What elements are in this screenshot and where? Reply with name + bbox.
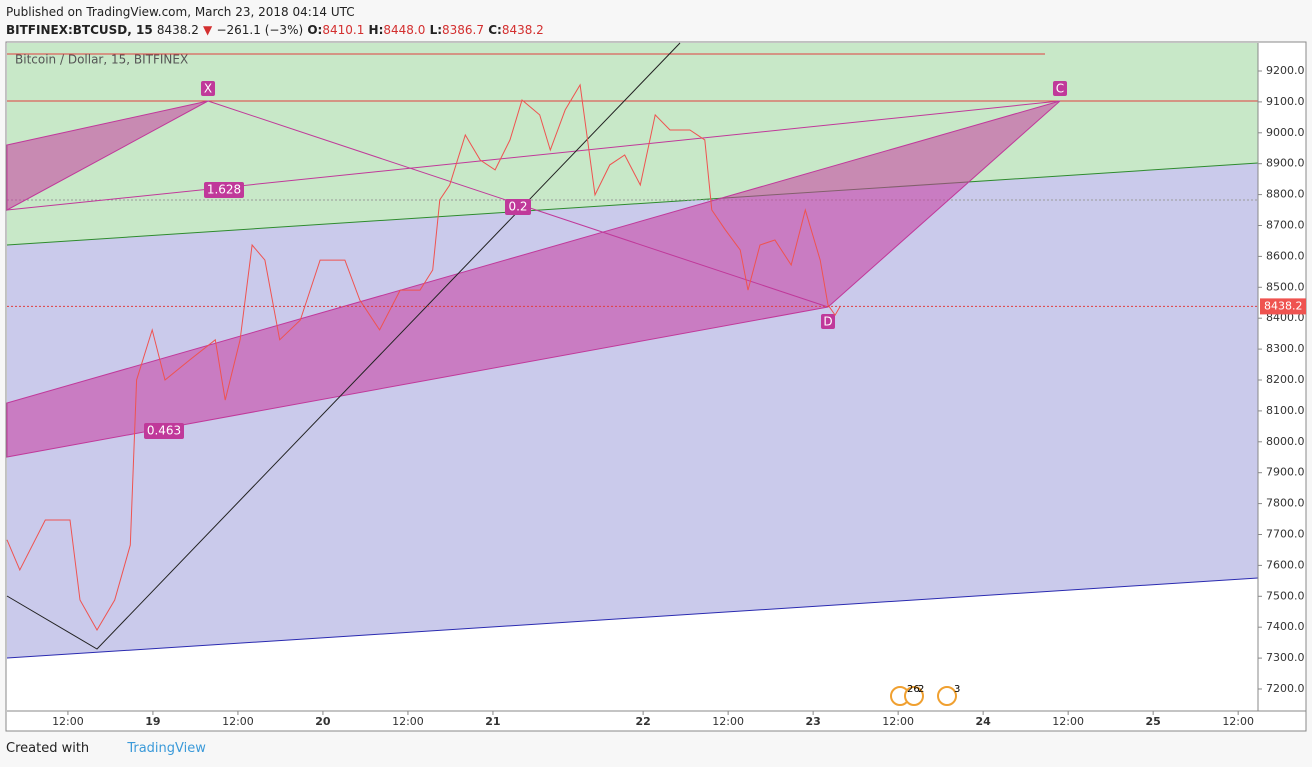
low: 8386.7 [442,23,485,37]
y-tick-label: 7400.0 [1266,620,1305,633]
x-tick-label: 24 [975,715,991,728]
label-text: D [823,315,832,329]
x-tick-label: 12:00 [1052,715,1084,728]
y-tick-label: 9100.0 [1266,95,1305,108]
x-tick-label: 20 [315,715,331,728]
arrow: ▼ [203,23,213,37]
pattern-leg [6,100,1061,211]
event-count: 2 [918,684,924,695]
high-label: H: [368,23,384,37]
zone-green [7,43,1258,245]
y-tick-label: 7600.0 [1266,558,1305,571]
y-tick-label: 9000.0 [1266,126,1305,139]
y-tick-label: 8300.0 [1266,342,1305,355]
event-count: 3 [954,684,960,695]
close: 8438.2 [501,23,544,37]
y-tick-label: 7700.0 [1266,527,1305,540]
low-label: L: [429,23,443,37]
channel-bottom [6,577,1259,659]
label-fib: 0.2 [505,199,531,215]
pattern-xab [6,100,209,211]
chart: Bitcoin / Dollar, 15, BITFINEX X C D 1.6… [5,41,1307,732]
y-tick-label: 8600.0 [1266,249,1305,262]
label-fib: 1.628 [204,182,244,198]
price: 8438.2 [156,23,199,37]
x-tick-label: 12:00 [392,715,424,728]
x-tick-label: 21 [485,715,500,728]
x-tick-label: 25 [1146,715,1161,728]
trend-line [6,42,681,650]
created: Created with [6,741,90,756]
y-tick-label: 8800.0 [1266,188,1305,201]
open: 8410.1 [322,23,365,37]
label-text: 0.463 [147,424,181,438]
label-text: X [204,82,212,96]
x-tick-label: 12:00 [52,715,84,728]
y-tick-label: 7800.0 [1266,497,1305,510]
change: −261.1 (−3%) [216,23,304,37]
symbol: BITFINEX:BTCUSD, 15 [6,23,153,37]
open-label: O: [307,23,323,37]
channel-top [6,162,1259,246]
y-tick-label: 8000.0 [1266,435,1305,448]
y-tick-label: 8900.0 [1266,157,1305,170]
x-tick-label: 12:00 [1222,715,1254,728]
zone-blue [7,163,1258,658]
last-price-label: 8438.2 [1264,299,1303,312]
footer: Created with TradingView [6,741,206,756]
y-tick-label: 8400.0 [1266,311,1305,324]
price-line [6,83,841,631]
y-tick-label: 8500.0 [1266,280,1305,293]
y-tick-label: 7500.0 [1266,589,1305,602]
y-tick-label: 7300.0 [1266,651,1305,664]
y-tick-label: 8700.0 [1266,218,1305,231]
symbol-line: BITFINEX:BTCUSD, 15 8438.2 ▼ −261.1 (−3%… [6,23,544,37]
x-tick-label: 12:00 [712,715,744,728]
y-tick-label: 7900.0 [1266,466,1305,479]
label-text: 0.2 [508,200,527,214]
label-x: X [201,81,215,96]
close-label: C: [488,23,502,37]
y-tick-label: 7200.0 [1266,682,1305,695]
y-tick-label: 8200.0 [1266,373,1305,386]
brand: TradingView [127,741,206,756]
x-tick-label: 23 [805,715,820,728]
x-tick-label: 22 [635,715,650,728]
last-price-box [1260,298,1306,315]
y-tick-label: 9200.0 [1266,64,1305,77]
label-d: D [821,314,835,329]
legend: Bitcoin / Dollar, 15, BITFINEX [15,53,188,67]
x-tick-label: 19 [145,715,160,728]
y-tick-label: 8100.0 [1266,404,1305,417]
high: 8448.0 [383,23,426,37]
event-count: 26 [907,684,920,695]
label-c: C [1053,81,1067,96]
x-tick-label: 12:00 [882,715,914,728]
label-text: 1.628 [207,183,241,197]
x-tick-label: 12:00 [222,715,254,728]
event-icons: 26 2 3 [890,684,960,706]
label-text: C [1056,82,1064,96]
label-fib: 0.463 [144,423,184,439]
published: Published on TradingView.com, March 23, … [6,5,355,19]
